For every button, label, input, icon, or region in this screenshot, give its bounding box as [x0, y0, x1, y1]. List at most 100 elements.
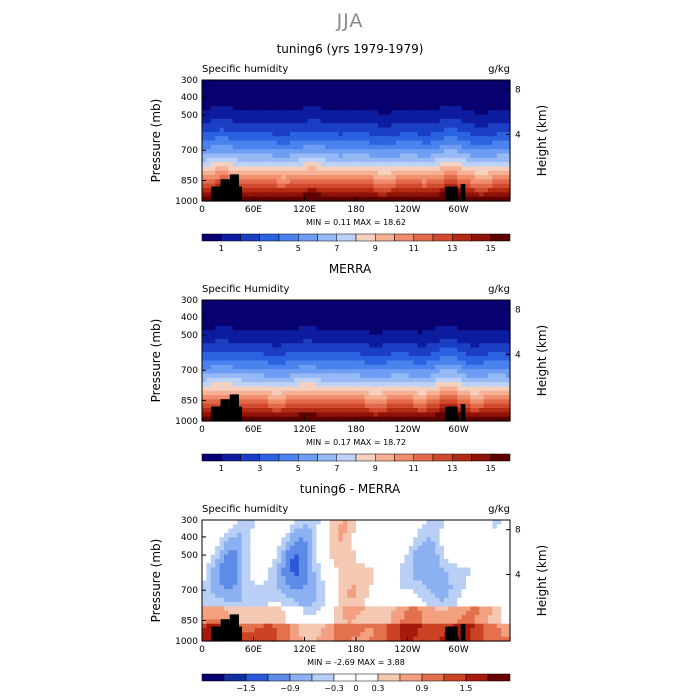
field-cell	[347, 545, 353, 551]
field-cell	[268, 554, 273, 560]
field-cell	[444, 179, 449, 185]
field-cell	[483, 356, 489, 362]
field-cell	[202, 343, 207, 349]
field-cell	[329, 360, 335, 366]
field-cell	[426, 321, 432, 327]
field-cell	[254, 580, 260, 586]
field-cell	[259, 308, 265, 314]
field-cell	[254, 528, 260, 534]
field-cell	[501, 110, 507, 116]
field-cell	[452, 105, 458, 111]
field-cell	[307, 364, 313, 370]
field-cell	[241, 114, 247, 120]
field-cell	[325, 343, 331, 349]
field-cell	[246, 131, 251, 137]
field-cell	[404, 347, 410, 353]
field-cell	[400, 343, 405, 349]
field-cell	[281, 550, 287, 556]
field-cell	[241, 300, 247, 305]
y-tick-label: 300	[181, 296, 198, 306]
field-cell	[391, 377, 397, 383]
field-cell	[369, 92, 375, 98]
field-cell	[483, 84, 489, 90]
field-cell	[492, 317, 498, 323]
field-cell	[378, 416, 383, 422]
field-cell	[373, 373, 379, 379]
field-cell	[395, 312, 401, 318]
field-cell	[496, 416, 502, 422]
field-cell	[457, 97, 463, 103]
field-cell	[404, 364, 410, 370]
field-cell	[312, 88, 317, 94]
field-cell	[259, 558, 265, 564]
field-cell	[338, 308, 344, 314]
field-cell	[237, 312, 243, 318]
field-cell	[276, 140, 282, 146]
field-cell	[329, 412, 335, 418]
field-cell	[272, 403, 278, 409]
field-cell	[338, 558, 344, 564]
field-cell	[250, 325, 256, 331]
field-cell	[452, 334, 458, 340]
field-cell	[219, 88, 225, 94]
field-cell	[479, 312, 485, 318]
field-cell	[250, 188, 256, 193]
field-cell	[224, 537, 229, 543]
field-cell	[351, 144, 357, 150]
field-cell	[232, 550, 238, 556]
field-cell	[325, 92, 331, 98]
field-cell	[364, 80, 370, 85]
field-cell	[444, 105, 449, 111]
field-cell	[386, 304, 392, 310]
field-cell	[276, 347, 282, 353]
field-cell	[430, 153, 436, 159]
field-cell	[369, 312, 375, 318]
field-cell	[360, 308, 366, 314]
field-cell	[360, 395, 366, 400]
field-cell	[364, 127, 370, 133]
field-cell	[505, 80, 511, 85]
field-cell	[373, 127, 379, 133]
field-cell	[250, 386, 256, 392]
field-cell	[272, 412, 278, 418]
field-cell	[400, 364, 405, 370]
field-cell	[215, 183, 221, 189]
field-cell	[215, 175, 221, 180]
field-cell	[210, 166, 216, 172]
field-cell	[347, 140, 353, 146]
field-cell	[488, 131, 493, 137]
field-cell	[329, 541, 335, 547]
field-cell	[290, 524, 295, 530]
field-cell	[470, 162, 476, 168]
field-cell	[303, 416, 309, 422]
field-cell	[294, 541, 300, 547]
field-cell	[457, 399, 463, 405]
field-cell	[210, 153, 216, 159]
field-cell	[452, 80, 458, 85]
field-cell	[452, 312, 458, 318]
field-cell	[356, 412, 361, 418]
field-cell	[356, 175, 361, 180]
field-cell	[241, 144, 247, 150]
field-cell	[413, 84, 419, 90]
field-cell	[290, 532, 295, 538]
field-cell	[246, 343, 251, 349]
field-cell	[241, 196, 247, 202]
field-cell	[413, 330, 419, 336]
field-cell	[408, 364, 414, 370]
field-cell	[386, 312, 392, 318]
field-cell	[224, 175, 229, 180]
field-cell	[360, 84, 366, 90]
field-cell	[268, 563, 273, 569]
field-cell	[382, 356, 388, 362]
field-cell	[351, 403, 357, 409]
field-cell	[496, 105, 502, 111]
field-cell	[320, 183, 326, 189]
field-cell	[430, 101, 436, 107]
y2-tick-label: 8	[515, 86, 521, 96]
field-cell	[382, 175, 388, 180]
field-cell	[474, 192, 480, 198]
field-cell	[501, 408, 507, 413]
field-cell	[413, 347, 419, 353]
field-cell	[360, 382, 366, 388]
